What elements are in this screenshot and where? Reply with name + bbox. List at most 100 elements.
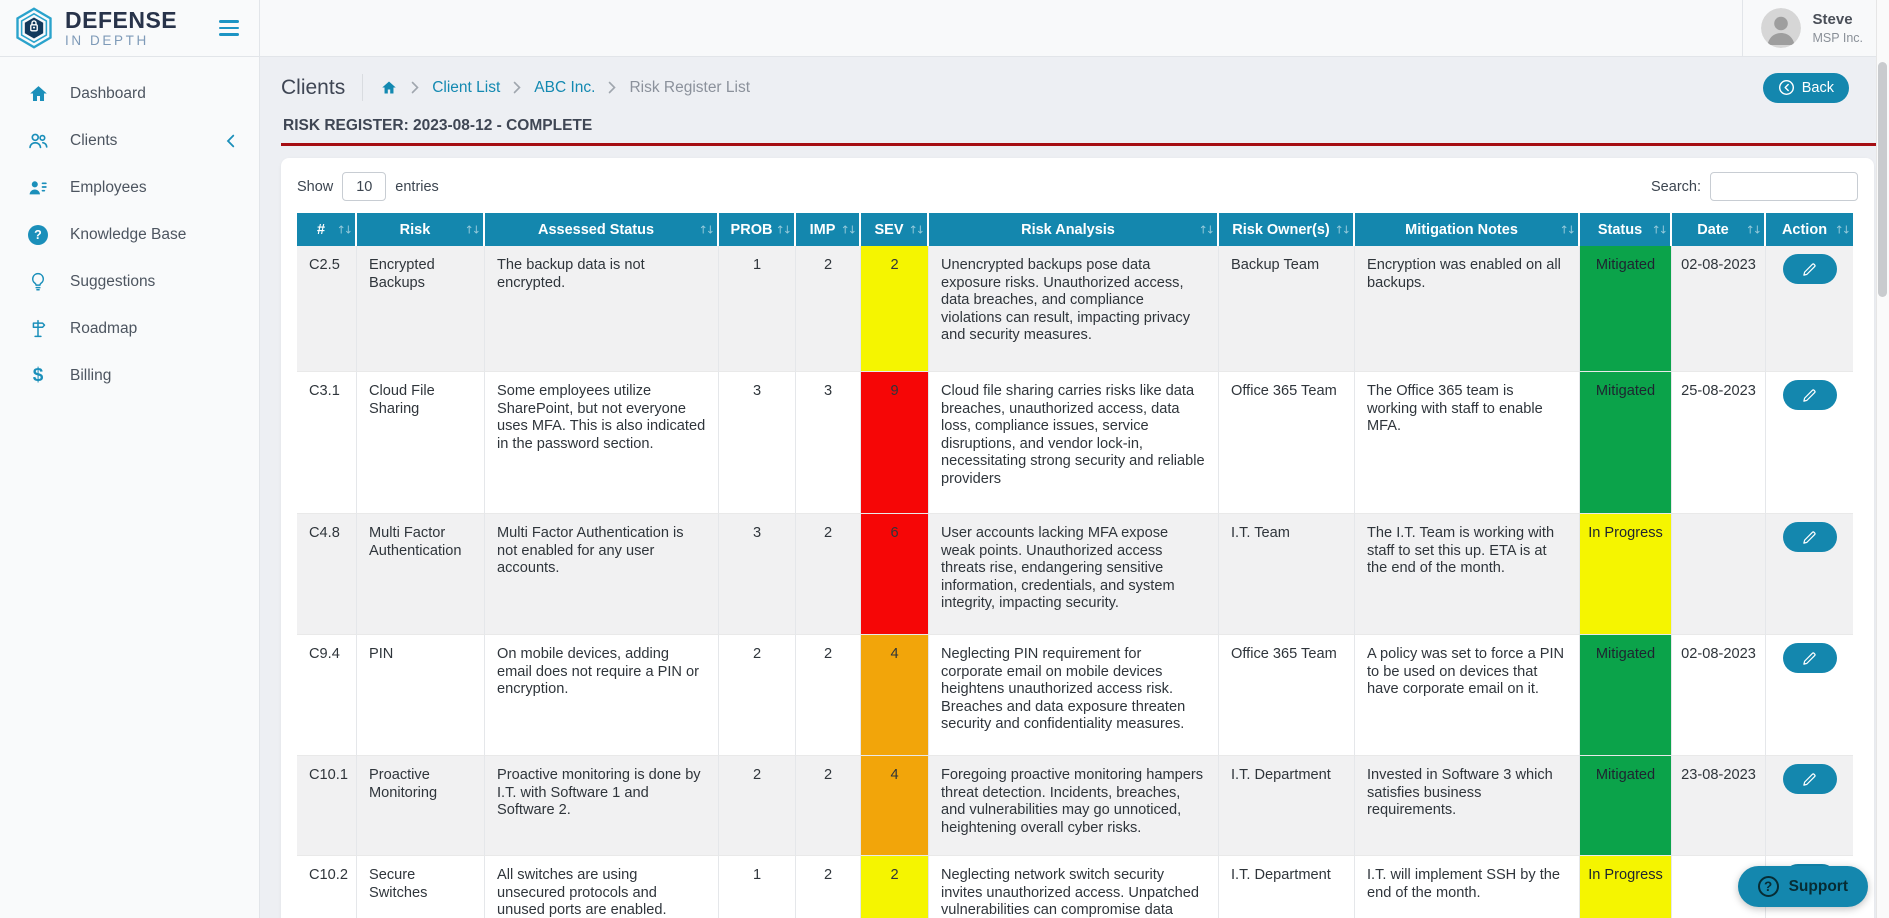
- column-header-imp[interactable]: IMP ↑↓: [796, 213, 861, 246]
- table-card: Show entries Search: #↑↓ Risk↑↓ Assessed…: [281, 158, 1874, 918]
- cell-assessed-status: All switches are using unsecured protoco…: [485, 856, 719, 918]
- cell-prob: 2: [719, 756, 796, 856]
- edit-button[interactable]: [1782, 380, 1837, 410]
- cell-prob: 1: [719, 856, 796, 918]
- breadcrumb-current: Risk Register List: [629, 78, 751, 96]
- cell-assessed-status: On mobile devices, adding email does not…: [485, 635, 719, 756]
- edit-button[interactable]: [1782, 522, 1837, 552]
- sort-icon: ↑↓: [464, 223, 482, 236]
- sidebar-item-label: Billing: [70, 366, 112, 384]
- cell-imp: 2: [796, 756, 861, 856]
- cell-imp: 2: [796, 635, 861, 756]
- cell-sev: 2: [861, 246, 929, 372]
- sidebar-item-billing[interactable]: $ Billing: [0, 352, 259, 399]
- sidebar-item-clients[interactable]: Clients: [0, 117, 259, 164]
- breadcrumb-link-client-list[interactable]: Client List: [432, 78, 501, 96]
- scrollbar-thumb[interactable]: [1878, 62, 1887, 297]
- status-badge: Mitigated: [1580, 635, 1672, 756]
- divider: [362, 74, 364, 101]
- status-badge: Mitigated: [1580, 246, 1672, 372]
- question-circle-icon: ?: [27, 224, 49, 246]
- cell-risk-analysis: Cloud file sharing carries risks like da…: [929, 372, 1219, 514]
- edit-button[interactable]: [1782, 254, 1837, 284]
- cell-date: [1672, 514, 1766, 635]
- table-row: C10.1 Proactive Monitoring Proactive mon…: [297, 756, 1853, 856]
- brand-text: DEFENSE IN DEPTH: [65, 8, 177, 48]
- edit-button[interactable]: [1782, 764, 1837, 794]
- column-header-mitigation-notes[interactable]: Mitigation Notes ↑↓: [1355, 213, 1580, 246]
- sort-icon: ↑↓: [336, 223, 354, 236]
- cell-risk-id: C3.1: [297, 372, 357, 514]
- brand-logo-icon: [12, 6, 56, 50]
- column-header-date[interactable]: Date ↑↓: [1672, 213, 1766, 246]
- cell-risk-name: PIN: [357, 635, 485, 756]
- column-header-risk-owner[interactable]: Risk Owner(s) ↑↓: [1219, 213, 1355, 246]
- vertical-scrollbar[interactable]: [1876, 0, 1889, 918]
- cell-risk-analysis: Neglecting network switch security invit…: [929, 856, 1219, 918]
- search-label: Search:: [1651, 178, 1701, 195]
- breadcrumb-home-icon[interactable]: [380, 79, 398, 96]
- cell-date: 02-08-2023: [1672, 635, 1766, 756]
- cell-risk-name: Encrypted Backups: [357, 246, 485, 372]
- cell-sev: 4: [861, 756, 929, 856]
- cell-risk-analysis: Foregoing proactive monitoring hampers t…: [929, 756, 1219, 856]
- sidebar-item-knowledge-base[interactable]: ? Knowledge Base: [0, 211, 259, 258]
- cell-date: 23-08-2023: [1672, 756, 1766, 856]
- cell-risk-id: C4.8: [297, 514, 357, 635]
- sidebar-item-employees[interactable]: Employees: [0, 164, 259, 211]
- chevron-right-icon: [608, 81, 617, 94]
- sidebar-item-suggestions[interactable]: Suggestions: [0, 258, 259, 305]
- hamburger-menu-icon[interactable]: [219, 16, 239, 39]
- table-row: C2.5 Encrypted Backups The backup data i…: [297, 246, 1853, 372]
- cell-imp: 3: [796, 372, 861, 514]
- register-title: RISK REGISTER: 2023-08-12 - COMPLETE: [283, 117, 593, 134]
- column-header-action[interactable]: Action ↑↓: [1766, 213, 1853, 246]
- chevron-right-icon: [411, 81, 419, 94]
- sort-icon: ↑↓: [1651, 223, 1669, 236]
- show-label: Show: [297, 178, 334, 195]
- cell-action: [1766, 246, 1853, 372]
- table-row: C4.8 Multi Factor Authentication Multi F…: [297, 514, 1853, 635]
- cell-risk-owner: I.T. Department: [1219, 856, 1355, 918]
- sidebar-item-dashboard[interactable]: Dashboard: [0, 70, 259, 117]
- cell-prob: 3: [719, 514, 796, 635]
- edit-button[interactable]: [1782, 643, 1837, 673]
- column-header-status[interactable]: Status ↑↓: [1580, 213, 1672, 246]
- cell-date: 02-08-2023: [1672, 246, 1766, 372]
- column-header-risk-analysis[interactable]: Risk Analysis ↑↓: [929, 213, 1219, 246]
- chevron-right-icon: [513, 81, 521, 94]
- column-header-risk[interactable]: Risk ↑↓: [357, 213, 485, 246]
- cell-mitigation-notes: Invested in Software 3 which satisfies b…: [1355, 756, 1580, 856]
- cell-risk-owner: I.T. Department: [1219, 756, 1355, 856]
- cell-assessed-status: Multi Factor Authentication is not enabl…: [485, 514, 719, 635]
- entries-count-input[interactable]: [342, 172, 387, 201]
- breadcrumb-link-abc-inc[interactable]: ABC Inc.: [534, 78, 596, 96]
- cell-mitigation-notes: The I.T. Team is working with staff to s…: [1355, 514, 1580, 635]
- support-button[interactable]: ? Support: [1737, 866, 1868, 907]
- search-input[interactable]: [1710, 172, 1858, 201]
- table-row: C3.1 Cloud File Sharing Some employees u…: [297, 372, 1853, 514]
- column-header-id[interactable]: # ↑↓: [297, 213, 357, 246]
- sidebar-item-roadmap[interactable]: Roadmap: [0, 305, 259, 352]
- chevron-left-icon[interactable]: [226, 134, 235, 148]
- column-header-prob[interactable]: PROB ↑↓: [719, 213, 796, 246]
- sidebar: DEFENSE IN DEPTH Dashboard Clients: [0, 0, 260, 918]
- table-header-row: # ↑↓ Risk ↑↓ Assessed Status ↑↓ PROB ↑↓ IMP ↑…: [297, 213, 1853, 246]
- cell-date: 25-08-2023: [1672, 372, 1766, 514]
- column-header-assessed-status[interactable]: Assessed Status ↑↓: [485, 213, 719, 246]
- cell-risk-analysis: User accounts lacking MFA expose weak po…: [929, 514, 1219, 635]
- cell-risk-owner: Backup Team: [1219, 246, 1355, 372]
- user-name: Steve: [1812, 11, 1853, 28]
- sort-icon: ↑↓: [1559, 223, 1577, 236]
- sort-icon: ↑↓: [1745, 223, 1763, 236]
- back-button[interactable]: Back: [1762, 72, 1849, 103]
- user-menu[interactable]: Steve MSP Inc.: [1741, 0, 1889, 56]
- cell-assessed-status: Some employees utilize SharePoint, but n…: [485, 372, 719, 514]
- sort-icon: ↑↓: [1198, 223, 1216, 236]
- cell-sev: 9: [861, 372, 929, 514]
- column-header-sev[interactable]: SEV ↑↓: [861, 213, 929, 246]
- cell-imp: 2: [796, 514, 861, 635]
- question-circle-icon: ?: [1757, 876, 1779, 897]
- sidebar-item-label: Clients: [70, 131, 118, 149]
- cell-action: [1766, 514, 1853, 635]
